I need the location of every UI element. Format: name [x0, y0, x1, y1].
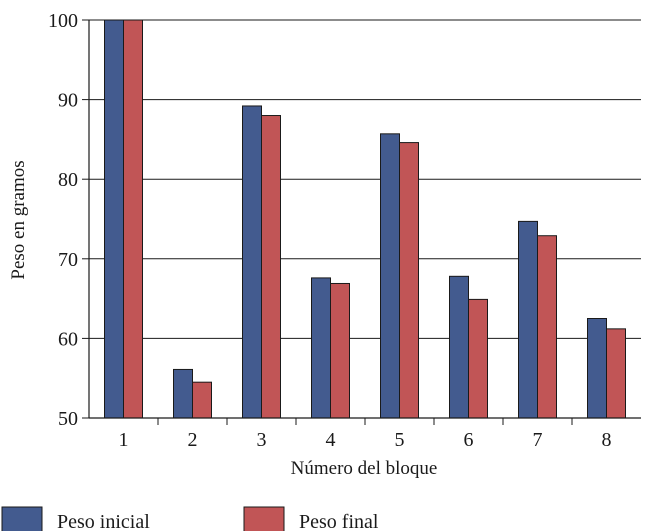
bar-peso-inicial-8	[587, 318, 607, 419]
legend-label-peso-final: Peso final	[299, 511, 379, 531]
x-tick-label-3: 3	[257, 429, 267, 451]
bar-peso-final-6	[468, 298, 488, 419]
y-tick-label-90: 90	[58, 90, 78, 112]
legend-swatch-peso-final	[243, 506, 285, 531]
bar-peso-inicial-4	[311, 277, 331, 419]
bar-peso-inicial-3	[242, 105, 262, 419]
bar-peso-inicial-1	[104, 19, 124, 419]
gridlines	[89, 19, 641, 339]
y-tick-label-80: 80	[58, 169, 78, 191]
y-tick-label-100: 100	[48, 10, 78, 32]
axes	[88, 20, 641, 419]
x-tick-label-1: 1	[119, 429, 129, 451]
legend-swatch-peso-inicial	[1, 506, 43, 531]
y-tick-label-60: 60	[58, 328, 78, 350]
bar-peso-inicial-6	[449, 275, 469, 419]
x-tick-label-8: 8	[602, 429, 612, 451]
bar-peso-final-7	[537, 235, 557, 419]
legend: Peso inicial Peso final	[1, 506, 379, 531]
legend-label-peso-inicial: Peso inicial	[57, 511, 150, 531]
bar-peso-inicial-5	[380, 133, 400, 419]
bars	[104, 19, 626, 419]
x-tick-label-7: 7	[533, 429, 543, 451]
bar-peso-final-3	[261, 115, 281, 419]
y-axis-label: Peso en gramos	[8, 160, 29, 279]
x-tick-label-4: 4	[326, 429, 336, 451]
bar-peso-final-8	[606, 328, 626, 419]
x-axis-label: Número del bloque	[291, 458, 438, 479]
bar-peso-final-2	[192, 381, 212, 419]
bar-peso-final-4	[330, 282, 350, 419]
bar-peso-inicial-7	[518, 220, 538, 419]
y-tick-label-50: 50	[58, 408, 78, 430]
x-tick-label-5: 5	[395, 429, 405, 451]
bar-peso-final-5	[399, 142, 419, 419]
bar-peso-final-1	[123, 19, 143, 419]
bar-peso-inicial-2	[173, 368, 193, 419]
x-tick-label-2: 2	[188, 429, 198, 451]
tick-labels: 50 60 70 80 90 100 1 2 3 4 5 6 7 8	[48, 10, 612, 451]
x-tick-label-6: 6	[464, 429, 474, 451]
y-tick-label-70: 70	[58, 249, 78, 271]
